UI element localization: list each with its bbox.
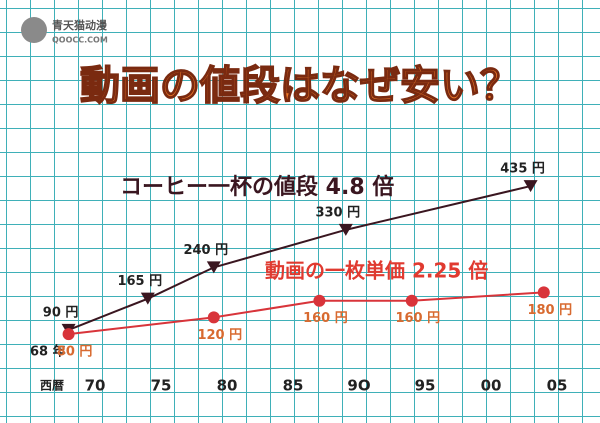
x-tick-label: 85 bbox=[283, 377, 304, 395]
marker bbox=[207, 311, 220, 324]
x-tick-label: 9O bbox=[347, 377, 370, 395]
marker bbox=[206, 261, 221, 274]
annotation: コーヒー一杯の値段 4.8 倍 bbox=[120, 174, 394, 200]
x-tick-label: 70 bbox=[85, 377, 106, 395]
value-label: 240 円 bbox=[183, 243, 228, 258]
chart-title: 動画の値段はなぜ安い？ bbox=[80, 63, 520, 109]
watermark-logo bbox=[21, 17, 47, 43]
marker bbox=[140, 292, 155, 305]
x-axis-label: 西暦 bbox=[40, 379, 64, 393]
value-label: 160 円 bbox=[303, 311, 348, 326]
marker bbox=[405, 294, 418, 307]
x-tick-label: 00 bbox=[481, 377, 502, 395]
x-tick-label: 95 bbox=[415, 377, 436, 395]
value-label: 160 円 bbox=[395, 311, 440, 326]
value-label: 120 円 bbox=[197, 328, 242, 343]
value-label: 330 円 bbox=[315, 205, 360, 220]
start-label: 68 年 bbox=[30, 344, 66, 360]
marker bbox=[523, 180, 538, 193]
value-label: 80 円 bbox=[57, 345, 93, 360]
value-label: 435 円 bbox=[500, 162, 545, 177]
x-tick-label: 80 bbox=[217, 377, 238, 395]
marker bbox=[537, 286, 550, 299]
value-label: 90 円 bbox=[43, 305, 79, 320]
x-tick-label: 75 bbox=[151, 377, 172, 395]
marker bbox=[338, 223, 353, 236]
x-tick-label: 05 bbox=[547, 377, 568, 395]
marker bbox=[313, 294, 326, 307]
marker bbox=[62, 328, 75, 341]
value-label: 180 円 bbox=[527, 303, 572, 318]
annotation: 動画の一枚単価 2.25 倍 bbox=[265, 259, 488, 283]
watermark-name: 青天猫动漫 bbox=[52, 18, 108, 32]
value-label: 165 円 bbox=[117, 274, 162, 289]
watermark-site: QOOCC.COM bbox=[52, 36, 108, 45]
